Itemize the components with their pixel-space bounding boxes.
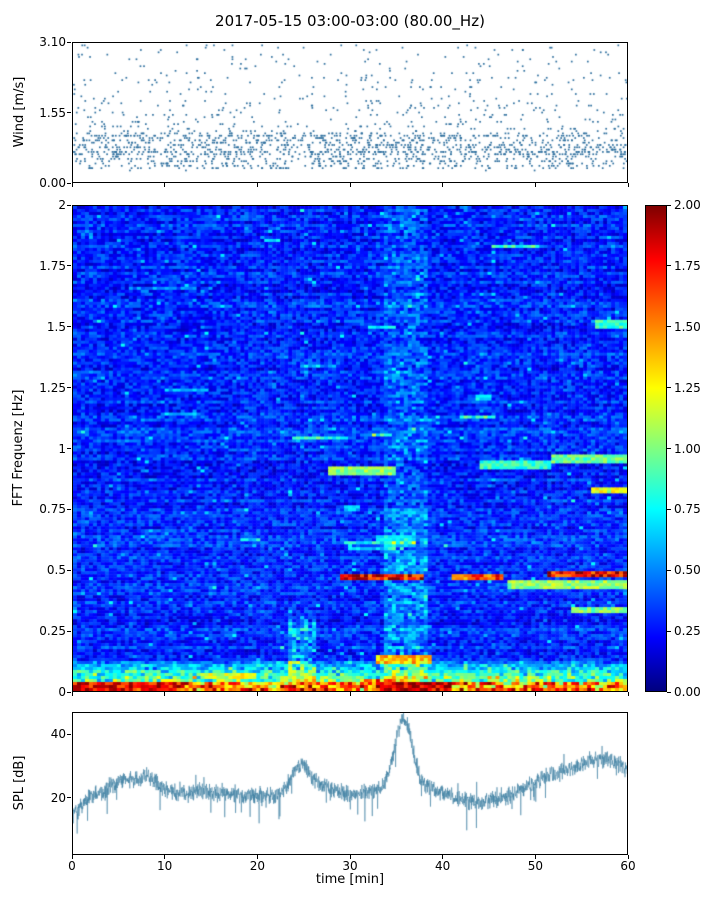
x-tick-label: 10 xyxy=(157,859,173,873)
x-tick-label: 20 xyxy=(249,859,265,873)
y-tick-label: 1.5 xyxy=(46,319,66,334)
x-tick-label: 40 xyxy=(435,859,451,873)
y-tick xyxy=(67,112,71,113)
y-tick-label: 40 xyxy=(50,727,66,742)
x-tick xyxy=(442,183,444,187)
colorbar-tick-label: 0.00 xyxy=(674,685,701,699)
y-tick xyxy=(67,204,71,206)
wind-scatter-canvas xyxy=(73,43,627,182)
colorbar-tick xyxy=(667,326,671,328)
y-tick xyxy=(67,569,71,571)
x-tick-label: 60 xyxy=(620,859,636,873)
x-tick xyxy=(442,692,444,696)
spl-subplot xyxy=(72,712,628,855)
x-tick xyxy=(349,855,351,859)
colorbar xyxy=(645,205,667,692)
colorbar-tick-label: 0.50 xyxy=(674,563,701,578)
y-tick-label: 1 xyxy=(58,441,66,456)
y-tick-label: 20 xyxy=(50,790,66,805)
y-tick xyxy=(67,691,71,693)
y-tick xyxy=(67,182,71,184)
spectrogram-subplot xyxy=(72,205,628,692)
x-tick xyxy=(534,183,536,187)
y-tick-label: 1.25 xyxy=(39,380,66,395)
y-tick xyxy=(67,508,71,510)
y-tick xyxy=(67,387,71,389)
y-tick-label: 1.55 xyxy=(39,105,66,120)
colorbar-tick xyxy=(667,448,671,449)
x-tick xyxy=(256,692,258,696)
y-tick-label: 2 xyxy=(58,198,66,212)
colorbar-tick-label: 1.25 xyxy=(674,380,701,395)
y-tick-label: 0.25 xyxy=(39,624,66,639)
x-tick xyxy=(256,183,258,187)
colorbar-tick xyxy=(667,204,671,206)
colorbar-tick xyxy=(667,508,671,510)
colorbar-tick xyxy=(667,387,671,389)
colorbar-tick xyxy=(667,630,671,632)
y-tick xyxy=(67,448,71,449)
y-tick-label: 1.75 xyxy=(39,258,66,273)
colorbar-tick-label: 0.75 xyxy=(674,502,701,517)
x-tick xyxy=(349,183,351,187)
y-tick-label: 0.00 xyxy=(39,176,66,190)
y-tick xyxy=(67,265,71,267)
x-tick xyxy=(164,692,166,696)
spectrogram-canvas xyxy=(73,206,627,691)
x-tick xyxy=(442,855,444,859)
y-tick xyxy=(67,797,71,799)
y-tick xyxy=(67,326,71,328)
x-tick xyxy=(627,692,629,696)
colorbar-tick-label: 0.25 xyxy=(674,624,701,639)
x-tick-label: 0 xyxy=(68,859,76,873)
colorbar-tick-label: 1.00 xyxy=(674,441,701,456)
x-tick xyxy=(71,855,73,859)
y-tick xyxy=(67,41,71,43)
x-tick xyxy=(534,855,536,859)
colorbar-tick xyxy=(667,569,671,571)
colorbar-tick-label: 2.00 xyxy=(674,198,701,212)
x-tick xyxy=(164,183,166,187)
y-tick xyxy=(67,630,71,632)
x-tick xyxy=(256,855,258,859)
x-tick-label: 30 xyxy=(342,859,358,873)
chart-title: 2017-05-15 03:00-03:00 (80.00_Hz) xyxy=(215,12,485,30)
spl-line-canvas xyxy=(73,713,627,854)
colorbar-tick xyxy=(667,265,671,267)
colorbar-tick-label: 1.50 xyxy=(674,319,701,334)
wind-subplot xyxy=(72,42,628,183)
x-tick xyxy=(627,855,629,859)
x-tick-label: 50 xyxy=(527,859,543,873)
colorbar-tick-label: 1.75 xyxy=(674,258,701,273)
x-tick xyxy=(627,183,629,187)
x-tick xyxy=(71,692,73,696)
y-tick-label: 0.5 xyxy=(46,563,66,578)
y-tick-label: 3.10 xyxy=(39,35,66,49)
colorbar-tick xyxy=(667,691,671,693)
x-tick xyxy=(534,692,536,696)
x-axis-label: time [min] xyxy=(315,872,385,887)
x-tick xyxy=(71,183,73,187)
y-tick-label: 0 xyxy=(58,685,66,699)
y-tick xyxy=(67,733,71,735)
x-tick xyxy=(349,692,351,696)
y-tick-label: 0.75 xyxy=(39,502,66,517)
x-tick xyxy=(164,855,166,859)
